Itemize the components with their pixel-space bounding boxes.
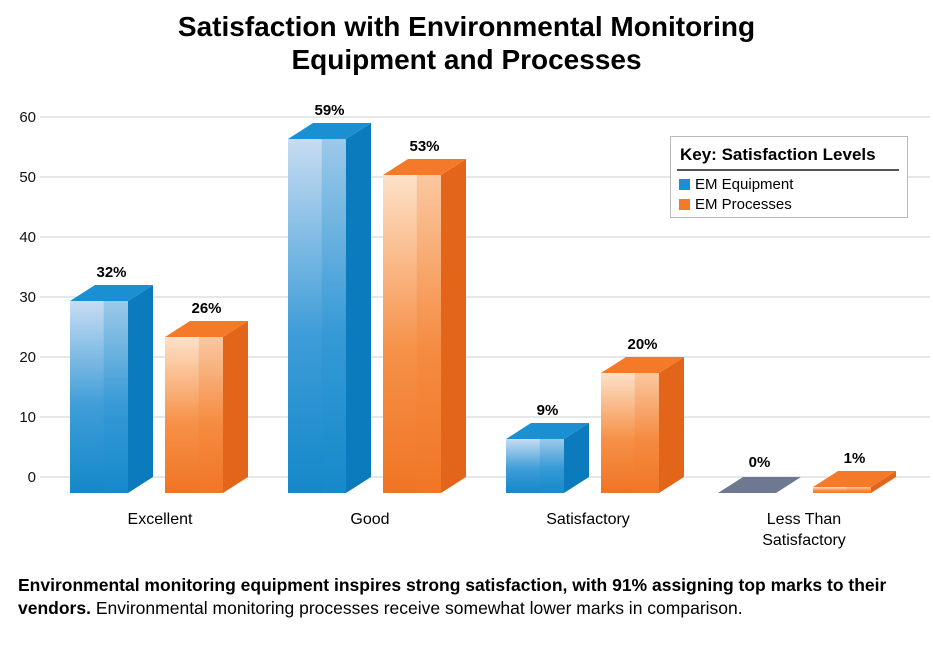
bar-chart: 0 10 20 30 40 50 60 32% 26% Excellent 59% 53% Good 9…	[19, 102, 930, 549]
data-label-processes-0: 26%	[191, 300, 221, 317]
data-label-equipment-0: 32%	[96, 264, 126, 281]
bar-processes-2-shade	[634, 373, 659, 493]
y-tick-label: 20	[19, 349, 36, 366]
bar-equipment-2-top	[506, 423, 589, 439]
bar-processes-0	[165, 321, 248, 493]
bar-equipment-3	[718, 477, 801, 493]
chart-title: Satisfaction with Environmental Monitori…	[0, 10, 933, 76]
bar-equipment-2-side	[564, 423, 589, 493]
y-tick-label: 10	[19, 409, 36, 426]
bar-equipment-1-shade	[321, 139, 346, 493]
data-label-processes-3: 1%	[844, 450, 866, 467]
data-label-equipment-2: 9%	[537, 402, 559, 419]
y-tick-label: 50	[19, 169, 36, 186]
legend-swatch-equipment	[679, 178, 690, 190]
x-category-label: Satisfactory	[762, 532, 846, 549]
legend-item-processes: EM Processes	[679, 195, 792, 213]
bar-processes-2	[601, 357, 684, 493]
bar-equipment-0-front	[70, 301, 128, 493]
chart-title-line-2: Equipment and Processes	[291, 44, 642, 75]
legend-item-equipment: EM Equipment	[679, 175, 793, 193]
caption-bold: Environmental monitoring equipment inspi…	[18, 575, 887, 618]
bar-processes-0-front	[165, 337, 223, 493]
data-label-processes-2: 20%	[627, 336, 657, 353]
caption-normal: Environmental monitoring processes recei…	[90, 598, 743, 618]
data-label-equipment-3: 0%	[749, 454, 771, 471]
bar-processes-0-top	[165, 321, 248, 337]
bar-processes-3	[813, 471, 896, 493]
bar-processes-3-top	[813, 471, 896, 487]
bar-processes-1-shade	[416, 175, 441, 493]
bar-processes-3-shade	[846, 487, 871, 493]
bar-processes-3-front	[813, 487, 871, 493]
legend: Key: Satisfaction Levels EM Equipment EM…	[670, 136, 908, 218]
y-tick-label: 0	[28, 469, 36, 486]
legend-swatch-processes	[679, 198, 690, 210]
legend-title: Key: Satisfaction Levels	[680, 145, 876, 164]
chart-caption: Environmental monitoring equipment inspi…	[18, 574, 918, 620]
bar-equipment-1	[288, 123, 371, 493]
bar-equipment-2-front	[506, 439, 564, 493]
bar-processes-2-top	[601, 357, 684, 373]
bar-equipment-1-side	[346, 123, 371, 493]
x-category-label: Excellent	[128, 511, 193, 528]
bar-equipment-3-flat	[718, 477, 801, 493]
x-category-label: Less Than	[767, 511, 841, 528]
bar-processes-0-shade	[198, 337, 223, 493]
bar-processes-2-side	[659, 357, 684, 493]
legend-label-processes: EM Processes	[695, 195, 792, 213]
data-label-processes-1: 53%	[409, 138, 439, 155]
bar-processes-3-side	[871, 471, 896, 493]
data-label-equipment-1: 59%	[314, 102, 344, 119]
bar-equipment-0-top	[70, 285, 153, 301]
legend-divider	[677, 169, 899, 171]
bar-processes-2-front	[601, 373, 659, 493]
bar-equipment-2-shade	[539, 439, 564, 493]
bar-equipment-0-shade	[103, 301, 128, 493]
x-category-label: Good	[350, 511, 389, 528]
bar-equipment-1-top	[288, 123, 371, 139]
x-category-label: Satisfactory	[546, 511, 630, 528]
bar-equipment-0-side	[128, 285, 153, 493]
bar-equipment-1-front	[288, 139, 346, 493]
legend-label-equipment: EM Equipment	[695, 175, 794, 193]
bar-equipment-0	[70, 285, 153, 493]
bar-equipment-2	[506, 423, 589, 493]
bar-processes-1	[383, 159, 466, 493]
y-tick-label: 60	[19, 109, 36, 126]
bar-processes-0-side	[223, 321, 248, 493]
bar-processes-1-top	[383, 159, 466, 175]
bar-processes-1-front	[383, 175, 441, 493]
chart-title-line-1: Satisfaction with Environmental Monitori…	[177, 11, 756, 42]
y-tick-label: 40	[19, 229, 36, 246]
bar-processes-1-side	[441, 159, 466, 493]
y-tick-label: 30	[19, 289, 36, 306]
